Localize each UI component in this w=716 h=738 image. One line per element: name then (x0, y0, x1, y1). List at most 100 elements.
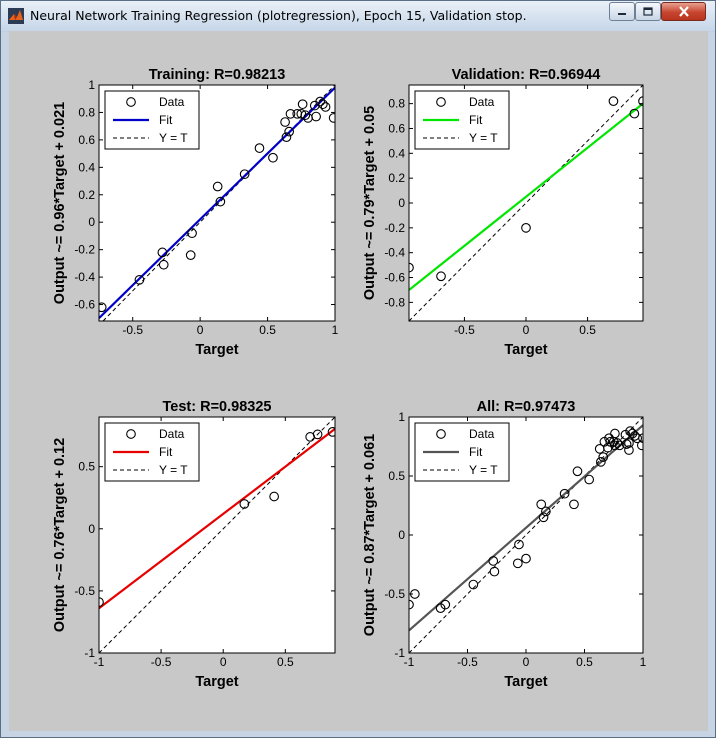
y-tick-label: 0.8 (78, 105, 95, 119)
x-tick-label: -0.5 (122, 323, 143, 337)
data-point (187, 228, 197, 239)
data-point (612, 438, 623, 448)
y-tick-label: 0 (88, 215, 95, 229)
data-point (608, 96, 619, 106)
x-tick-label: 0.5 (259, 323, 276, 337)
matlab-app-icon[interactable] (8, 8, 24, 24)
x-tick-label: -0.5 (151, 655, 172, 669)
y-tick-label: -0.4 (384, 246, 405, 260)
legend-data-marker (126, 429, 136, 439)
data-point (315, 96, 326, 107)
y-tick-label: -1 (84, 646, 95, 660)
x-tick-label: 0.5 (277, 655, 294, 669)
legend-label-data: Data (469, 95, 495, 109)
data-point (239, 499, 250, 509)
identity-line (409, 85, 643, 321)
close-icon (678, 6, 689, 17)
legend-label-identity: Y = T (159, 131, 188, 145)
y-tick-label: 0.5 (78, 460, 95, 474)
data-point (536, 499, 547, 510)
data-point (285, 108, 296, 119)
data-point (280, 117, 290, 127)
maximize-button[interactable] (635, 2, 661, 21)
y-tick-label: -0.4 (74, 270, 95, 284)
plot-title: All: R=0.97473 (477, 399, 576, 415)
y-tick-label: 0.4 (78, 160, 95, 174)
data-point (572, 466, 583, 477)
close-button[interactable] (661, 2, 706, 21)
plot-panel-4: -1 -0.5 0 0.5 1 -1 -0.5 0 0.5 1 All: R=0.97473 Targ… (362, 399, 647, 690)
y-tick-label: 0.4 (388, 146, 405, 160)
data-point (598, 452, 609, 462)
plot-data-layer (99, 85, 335, 321)
legend-label-data: Data (159, 95, 185, 109)
x-tick-label: -0.5 (457, 655, 478, 669)
data-point (212, 181, 223, 192)
data-point (521, 222, 531, 233)
legend: Data Fit Y = T (414, 90, 510, 150)
data-point (134, 274, 145, 285)
title-bar[interactable]: Neural Network Training Regression (plot… (1, 1, 715, 31)
y-tick-label: 1 (88, 78, 95, 92)
x-axis-label: Target (195, 674, 238, 690)
y-tick-label: -0.2 (74, 243, 95, 257)
y-tick-label: 0.2 (78, 188, 95, 202)
y-axis-label: Output ~= 0.96*Target + 0.021 (52, 102, 68, 304)
x-tick-label: -1 (404, 655, 415, 669)
data-point (610, 428, 620, 439)
data-point (254, 143, 265, 153)
plot-panel-2: -0.5 0 0.5 -0.8 -0.6 -0.4 -0.2 0 0.2 0.4 0.6 0.8 Val… (362, 67, 644, 358)
data-point (436, 271, 446, 282)
legend-label-identity: Y = T (159, 463, 188, 477)
legend-label-data: Data (469, 427, 495, 441)
data-point (614, 440, 625, 451)
x-tick-label: 0 (523, 655, 530, 669)
x-axis-label: Target (504, 342, 547, 358)
data-point (281, 132, 292, 142)
data-point (584, 474, 595, 485)
data-point (327, 427, 335, 437)
legend-label-data: Data (159, 427, 185, 441)
data-point (638, 96, 643, 106)
data-point (559, 488, 570, 499)
y-tick-label: -0.2 (384, 221, 405, 235)
data-point (636, 440, 643, 451)
data-point (320, 102, 331, 112)
plot-data-layer (99, 417, 335, 653)
minimize-button[interactable] (609, 2, 635, 21)
y-axis-label: Output ~= 0.76*Target + 0.12 (52, 438, 68, 632)
data-point (629, 108, 640, 119)
data-point (624, 438, 634, 448)
y-tick-label: 0.8 (388, 97, 405, 111)
legend-label-fit: Fit (469, 113, 483, 127)
data-point (468, 579, 479, 590)
y-tick-label: -0.6 (384, 271, 405, 285)
y-axis-label: Output ~= 0.87*Target + 0.061 (362, 434, 378, 636)
fit-line (99, 428, 335, 610)
x-axis-label: Target (195, 342, 238, 358)
legend-data-marker (436, 97, 446, 107)
data-point (300, 110, 311, 121)
data-point (603, 442, 613, 453)
fit-line (409, 102, 643, 291)
data-point (185, 250, 196, 260)
fit-line (99, 86, 335, 319)
legend: Data Fit Y = T (104, 90, 200, 150)
data-point (99, 302, 107, 313)
data-point (215, 196, 226, 207)
data-point (489, 566, 500, 577)
data-point (284, 126, 294, 137)
identity-line (409, 417, 643, 653)
data-point (512, 558, 523, 569)
axes-frame (98, 416, 336, 654)
minimize-icon (618, 12, 626, 15)
y-tick-label: 0.6 (388, 121, 405, 135)
window-title: Neural Network Training Regression (plot… (30, 8, 527, 23)
data-point (541, 506, 551, 517)
y-tick-label: 0.6 (78, 133, 95, 147)
data-point (328, 113, 335, 123)
data-point (157, 247, 168, 258)
data-point (521, 553, 531, 564)
plot-panel-1: -0.5 0 0.5 1 -0.6 -0.4 -0.2 0 0.2 0.4 0.6 0.8 1 Train… (52, 67, 339, 358)
data-point (610, 440, 620, 451)
